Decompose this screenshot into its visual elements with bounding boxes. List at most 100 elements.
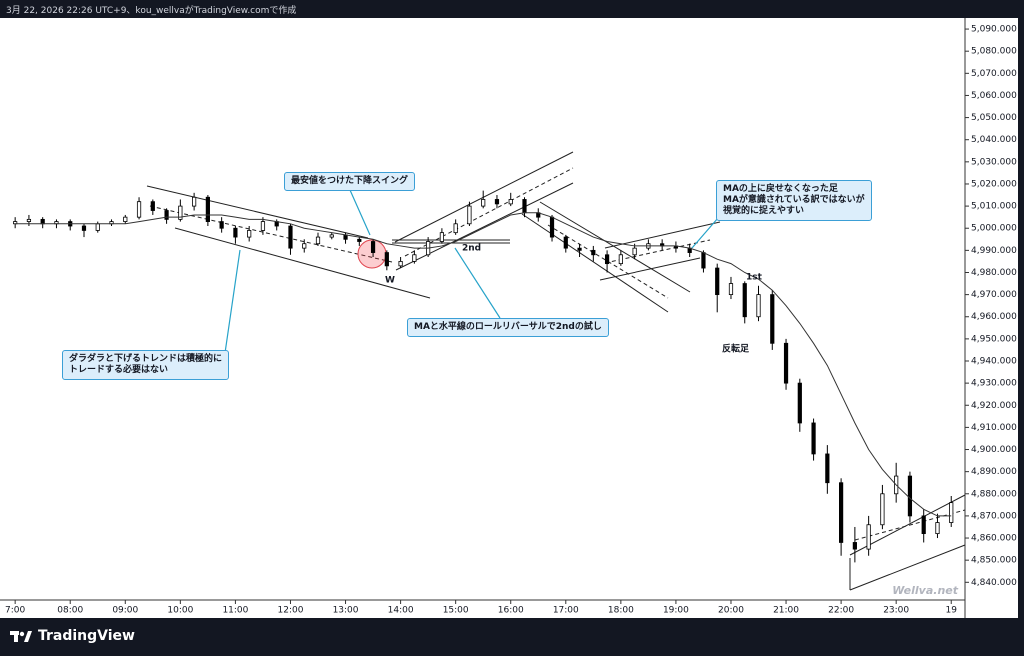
x-tick-label: 10:00 (167, 606, 193, 616)
trendline (149, 205, 393, 263)
callout: ダラダラと下げるトレンドは積極的に トレードする必要はない (62, 350, 230, 380)
x-tick-label: 12:00 (278, 606, 304, 616)
y-tick-label: 5,030.000 (971, 157, 1017, 167)
x-tick-label: 17:00 (553, 606, 579, 616)
x-tick-label: 16:00 (498, 606, 524, 616)
candle-body (508, 199, 513, 205)
candle-body (192, 196, 197, 207)
trendline (404, 167, 574, 257)
x-tick-label: 7:00 (5, 606, 25, 616)
candle-body (164, 210, 169, 220)
candle-body (40, 218, 45, 225)
candle-body (701, 252, 706, 269)
trendline (849, 544, 966, 591)
trendline (394, 151, 574, 243)
y-tick-label: 4,870.000 (971, 511, 1017, 521)
callout: MAの上に戻せなくなった足 MAが意識されている訳ではないが 視覚的に捉えやすい (716, 180, 872, 221)
candle-body (178, 205, 183, 220)
candle-body (315, 236, 321, 245)
x-tick-label: 19:00 (663, 606, 689, 616)
y-tick-label: 4,960.000 (971, 312, 1017, 322)
x-tick-label: 22:00 (828, 606, 854, 616)
label: 2nd (462, 244, 481, 254)
y-tick-label: 5,010.000 (971, 202, 1017, 212)
candle-body (591, 249, 596, 256)
candle-body (866, 524, 871, 550)
candle-body (935, 522, 940, 535)
x-tick-label: 09:00 (112, 606, 138, 616)
brand: TradingView (38, 628, 135, 644)
y-tick-label: 4,970.000 (971, 290, 1017, 300)
candle-body (329, 234, 334, 238)
candle-body (756, 294, 761, 318)
candle-body (467, 205, 472, 225)
callout-line: MAの上に戻せなくなった足 (723, 184, 838, 194)
y-tick-label: 5,040.000 (971, 135, 1017, 145)
y-tick-label: 5,050.000 (971, 113, 1017, 123)
y-tick-label: 4,980.000 (971, 268, 1017, 278)
moving-average (15, 212, 952, 517)
candle-body (398, 261, 403, 267)
y-tick-label: 4,910.000 (971, 423, 1017, 433)
trendline (146, 185, 369, 239)
callout-line: トレードする必要はない (69, 365, 169, 375)
header: 3月 22, 2026 22:26 UTC+9、kou_wellvaがTradi… (6, 6, 297, 16)
candle-body (219, 221, 224, 229)
y-tick-label: 4,880.000 (971, 489, 1017, 499)
label: W (385, 276, 395, 286)
y-tick-label: 5,000.000 (971, 224, 1017, 234)
trendline (604, 221, 721, 249)
x-tick-label: 13:00 (333, 606, 359, 616)
x-tick-label: 19 (946, 606, 958, 616)
candle-body (797, 382, 802, 424)
x-tick-label: 20:00 (718, 606, 744, 616)
candle-body (563, 236, 568, 249)
candle-body (770, 294, 775, 344)
candle-body (522, 199, 527, 214)
candle-body (260, 221, 266, 231)
y-tick-label: 4,990.000 (971, 246, 1017, 256)
callout-line: ダラダラと下げるトレンドは積極的に (69, 354, 223, 364)
chart: W 2nd 1st 反転足 Wellva.net 4,840.000 4,850.… (0, 18, 1018, 618)
y-tick-label: 4,930.000 (971, 379, 1017, 389)
candle-body (384, 252, 389, 267)
candle-body (494, 199, 500, 205)
y-tick-label: 4,860.000 (971, 534, 1017, 544)
candle-body (95, 223, 100, 231)
candle-body (618, 254, 623, 265)
candle-body (852, 542, 857, 550)
x-tick-label: 08:00 (57, 606, 83, 616)
x-tick-label: 21:00 (773, 606, 799, 616)
y-tick-label: 5,070.000 (971, 69, 1017, 79)
callout-line: MAが意識されている訳ではないが (723, 195, 865, 205)
candle-body (921, 515, 926, 535)
candle-body (81, 225, 87, 231)
candle-body (604, 254, 610, 265)
trendline (539, 201, 691, 293)
candle-body (453, 223, 458, 234)
candle-body (412, 254, 417, 262)
x-tick-label: 11:00 (222, 606, 248, 616)
y-tick-label: 4,840.000 (971, 578, 1017, 588)
trendline (174, 227, 431, 299)
candle-body (783, 342, 789, 384)
pointer (691, 217, 719, 249)
candle-body (233, 227, 238, 238)
x-tick-label: 23:00 (883, 606, 909, 616)
y-tick-label: 5,080.000 (971, 47, 1017, 57)
candle-body (26, 218, 32, 222)
candle-body (742, 283, 747, 318)
y-tick-label: 4,850.000 (971, 556, 1017, 566)
y-tick-label: 4,890.000 (971, 467, 1017, 477)
candle-body (839, 482, 844, 543)
footer: TradingView (10, 628, 135, 644)
candle-body (481, 199, 486, 207)
watermark: Wellva.net (892, 584, 958, 597)
y-tick-label: 4,900.000 (971, 445, 1017, 455)
candle-body (715, 267, 720, 296)
callout-line: MAと水平線のロールリバーサルで2ndの試し (414, 322, 602, 332)
candle-body (247, 230, 252, 238)
pointer (224, 249, 241, 354)
trendline (854, 509, 966, 541)
